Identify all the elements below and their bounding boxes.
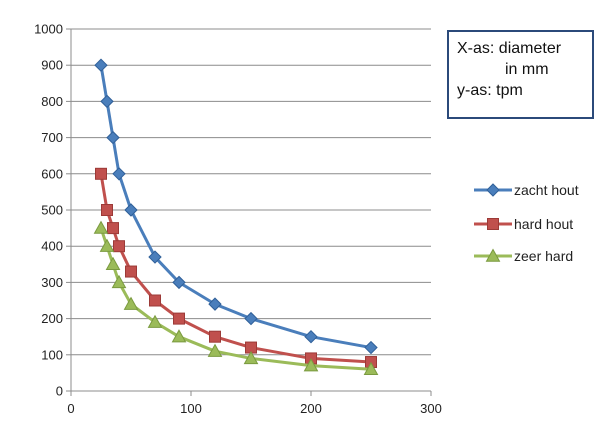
legend-label-hard-hout: hard hout xyxy=(514,216,573,232)
data-point-zacht-hout xyxy=(244,311,258,326)
annotation-line-2: in mm xyxy=(505,61,549,78)
data-point-hard-hout xyxy=(173,312,185,325)
legend-marker-zacht-hout xyxy=(486,183,500,197)
y-tick-label: 500 xyxy=(41,203,63,218)
axis-annotation-box: X-as: diameter in mm y-as: tpm xyxy=(447,30,594,119)
data-point-zacht-hout xyxy=(148,250,162,264)
legend-marker-zeer-hard xyxy=(485,248,501,262)
x-tick-label: 300 xyxy=(420,401,442,416)
data-point-zacht-hout xyxy=(124,203,138,217)
data-point-zeer-hard xyxy=(171,329,187,343)
legend-label-zacht-hout: zacht hout xyxy=(514,182,579,198)
data-point-hard-hout xyxy=(125,265,137,278)
data-point-hard-hout xyxy=(113,240,125,253)
series-group xyxy=(93,58,379,375)
data-point-zeer-hard xyxy=(207,343,223,357)
data-point-zacht-hout xyxy=(364,340,378,355)
y-tick-label: 900 xyxy=(41,58,63,73)
y-tick-label: 100 xyxy=(41,347,63,362)
data-point-zacht-hout xyxy=(112,167,126,181)
y-tick-label: 200 xyxy=(41,311,63,326)
y-tick-label: 1000 xyxy=(34,22,63,37)
x-tick-label: 0 xyxy=(67,401,74,416)
annotation-line-3: y-as: tpm xyxy=(457,82,523,99)
x-tick-label: 100 xyxy=(180,401,202,416)
data-point-zeer-hard xyxy=(105,256,121,270)
annotation-line-1: X-as: diameter xyxy=(457,40,562,57)
data-point-zeer-hard xyxy=(111,274,127,289)
data-point-hard-hout xyxy=(149,294,161,307)
data-point-hard-hout xyxy=(209,330,221,343)
data-point-zacht-hout xyxy=(304,329,318,344)
data-point-zeer-hard xyxy=(243,350,259,365)
series-line-zacht-hout xyxy=(99,64,372,350)
y-tick-label: 600 xyxy=(41,166,63,181)
data-point-zeer-hard xyxy=(123,296,139,310)
legend-marker-hard-hout xyxy=(487,218,499,230)
data-point-hard-hout xyxy=(107,222,119,235)
gridlines xyxy=(71,28,431,356)
data-point-zeer-hard xyxy=(363,361,379,375)
data-point-zacht-hout xyxy=(100,94,114,109)
y-tick-label: 0 xyxy=(56,384,63,399)
data-point-zeer-hard xyxy=(147,314,163,328)
legend: zacht hout hard hout zeer hard xyxy=(474,182,579,264)
x-tick-label: 200 xyxy=(300,401,322,416)
y-tick-label: 700 xyxy=(41,130,63,145)
data-point-hard-hout xyxy=(101,204,113,216)
y-tick-label: 300 xyxy=(41,275,63,290)
axes: 0 100 200 300 400 500 600 700 800 900 1000 0 100 200 3… xyxy=(34,22,442,417)
data-point-zeer-hard xyxy=(303,358,319,372)
y-tick-label: 800 xyxy=(41,94,63,109)
y-tick-label: 400 xyxy=(41,239,63,254)
data-point-zeer-hard xyxy=(93,220,109,234)
data-point-zacht-hout xyxy=(208,297,222,311)
data-point-zacht-hout xyxy=(106,130,120,145)
series-line-hard-hout xyxy=(99,173,372,364)
data-point-zacht-hout xyxy=(94,58,108,72)
data-point-hard-hout xyxy=(95,167,107,180)
legend-label-zeer-hard: zeer hard xyxy=(514,248,573,264)
series-line-zeer-hard xyxy=(99,227,372,371)
data-point-zacht-hout xyxy=(172,275,186,290)
data-point-zeer-hard xyxy=(99,238,115,252)
